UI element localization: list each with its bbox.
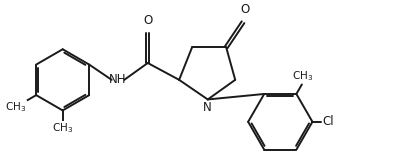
Text: NH: NH: [109, 73, 126, 86]
Text: O: O: [240, 3, 250, 16]
Text: Cl: Cl: [323, 115, 334, 128]
Text: O: O: [143, 14, 152, 27]
Text: CH$_3$: CH$_3$: [52, 121, 73, 135]
Text: CH$_3$: CH$_3$: [292, 69, 313, 83]
Text: N: N: [203, 101, 211, 114]
Text: CH$_3$: CH$_3$: [6, 101, 27, 114]
